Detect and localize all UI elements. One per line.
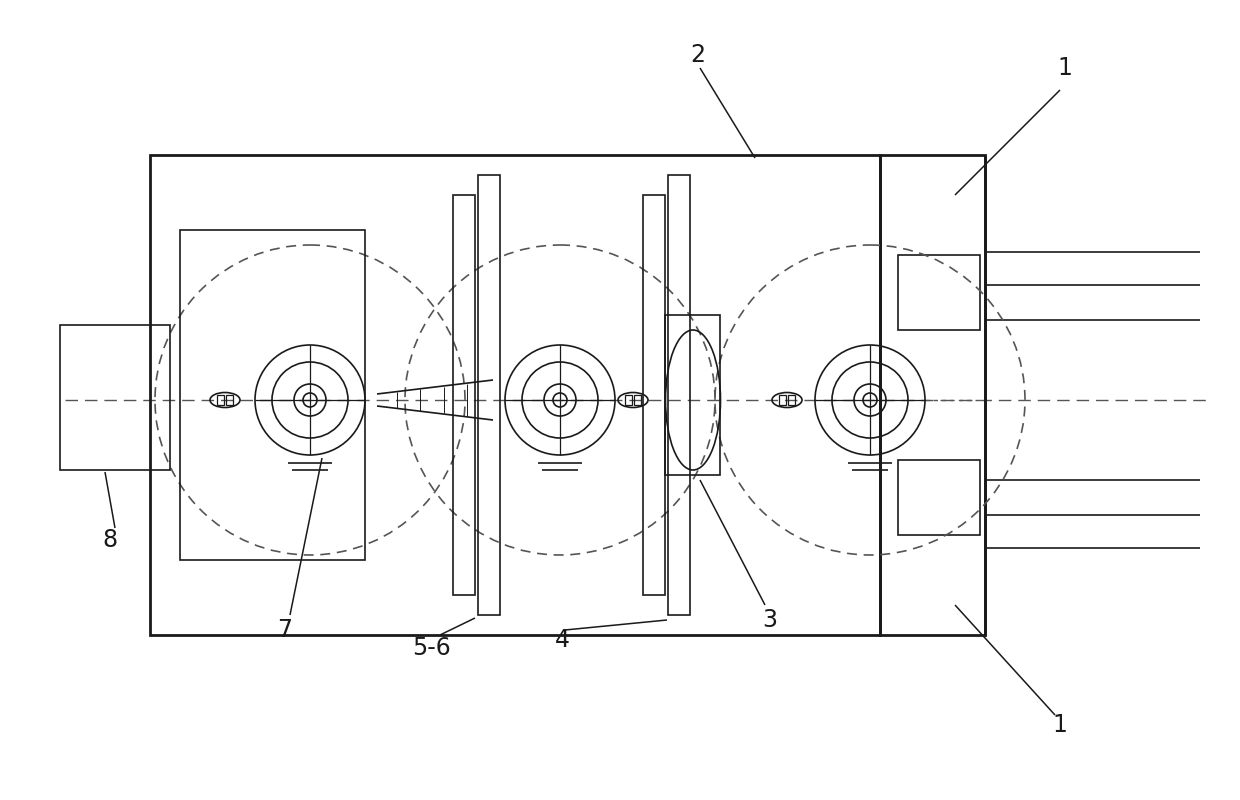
Bar	[150, 155, 880, 635]
Bar	[787, 395, 795, 405]
Text: 3: 3	[763, 608, 777, 632]
Text: 2: 2	[691, 43, 706, 67]
Text: 4: 4	[554, 628, 569, 652]
Bar	[625, 395, 632, 405]
Text: 1: 1	[1053, 713, 1068, 737]
Bar	[668, 175, 689, 615]
Bar	[779, 395, 786, 405]
Bar	[644, 195, 665, 595]
Bar	[634, 395, 641, 405]
Bar	[898, 460, 980, 535]
Bar	[880, 155, 985, 635]
Bar	[226, 395, 233, 405]
Bar	[60, 325, 170, 470]
Text: 7: 7	[278, 618, 293, 642]
Bar	[898, 255, 980, 330]
Text: 8: 8	[103, 528, 118, 552]
Bar	[180, 230, 365, 560]
Text: 1: 1	[1058, 56, 1073, 80]
Text: 5-6: 5-6	[413, 636, 451, 660]
Bar	[477, 175, 500, 615]
Bar	[217, 395, 224, 405]
Bar	[665, 315, 720, 475]
Bar	[453, 195, 475, 595]
